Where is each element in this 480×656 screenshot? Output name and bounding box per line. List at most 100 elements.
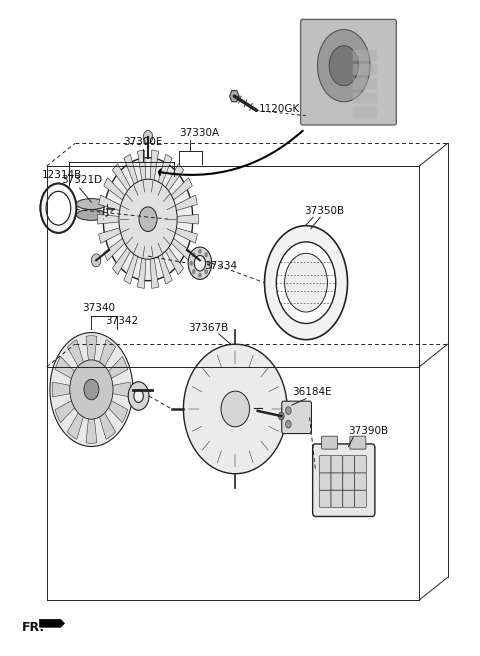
FancyBboxPatch shape (282, 401, 312, 434)
Circle shape (40, 184, 76, 233)
FancyBboxPatch shape (300, 20, 396, 125)
Text: 37321D: 37321D (61, 175, 102, 185)
Circle shape (46, 192, 71, 225)
FancyBboxPatch shape (319, 490, 331, 507)
FancyBboxPatch shape (353, 107, 377, 118)
Circle shape (286, 407, 291, 415)
Text: 37330A: 37330A (179, 128, 219, 138)
Wedge shape (91, 340, 116, 390)
Wedge shape (52, 382, 91, 397)
Circle shape (128, 382, 149, 410)
Circle shape (276, 242, 336, 323)
FancyBboxPatch shape (319, 455, 331, 473)
Wedge shape (148, 195, 197, 219)
Wedge shape (148, 164, 184, 219)
FancyBboxPatch shape (353, 64, 377, 75)
Circle shape (188, 247, 212, 279)
FancyBboxPatch shape (343, 455, 355, 473)
Circle shape (278, 412, 284, 420)
Wedge shape (112, 164, 148, 219)
FancyBboxPatch shape (355, 490, 366, 507)
Wedge shape (91, 390, 116, 440)
FancyBboxPatch shape (343, 473, 355, 490)
FancyBboxPatch shape (331, 455, 343, 473)
Wedge shape (148, 219, 159, 288)
Circle shape (198, 273, 202, 277)
Ellipse shape (76, 199, 107, 209)
Circle shape (134, 390, 144, 403)
Circle shape (189, 260, 193, 266)
Wedge shape (148, 150, 159, 219)
Text: 37350B: 37350B (304, 206, 344, 216)
Circle shape (192, 269, 196, 274)
Polygon shape (39, 619, 64, 627)
FancyBboxPatch shape (322, 436, 337, 449)
Wedge shape (97, 215, 148, 224)
Circle shape (204, 252, 208, 257)
Ellipse shape (183, 344, 287, 474)
Polygon shape (229, 91, 239, 102)
Circle shape (91, 254, 101, 267)
Wedge shape (104, 219, 148, 260)
Circle shape (198, 249, 202, 254)
Circle shape (329, 46, 359, 86)
Circle shape (194, 255, 205, 271)
Wedge shape (86, 336, 97, 390)
Circle shape (285, 253, 327, 312)
FancyBboxPatch shape (353, 92, 377, 104)
FancyBboxPatch shape (355, 455, 366, 473)
Circle shape (192, 252, 196, 257)
Wedge shape (55, 356, 91, 390)
FancyBboxPatch shape (312, 444, 375, 516)
Wedge shape (148, 178, 192, 219)
Text: 36184E: 36184E (292, 387, 332, 398)
Wedge shape (124, 154, 148, 219)
Text: 37334: 37334 (204, 262, 238, 272)
FancyBboxPatch shape (343, 490, 355, 507)
Wedge shape (148, 219, 184, 275)
Wedge shape (86, 390, 97, 443)
Wedge shape (137, 219, 148, 288)
Ellipse shape (76, 209, 107, 220)
Wedge shape (148, 219, 197, 243)
FancyBboxPatch shape (331, 473, 343, 490)
Wedge shape (99, 195, 148, 219)
Wedge shape (99, 219, 148, 243)
Text: 1120GK: 1120GK (259, 104, 300, 114)
Text: 37390B: 37390B (348, 426, 389, 436)
Circle shape (264, 226, 348, 340)
Circle shape (207, 260, 211, 266)
Text: 37367B: 37367B (188, 323, 228, 333)
Text: 37340: 37340 (82, 303, 115, 313)
Circle shape (204, 269, 208, 274)
Wedge shape (148, 219, 192, 260)
Text: FR.: FR. (22, 621, 45, 634)
Circle shape (144, 131, 153, 144)
Circle shape (119, 179, 177, 259)
Wedge shape (55, 390, 91, 422)
Circle shape (317, 30, 370, 102)
Circle shape (84, 379, 99, 400)
Wedge shape (104, 178, 148, 219)
FancyBboxPatch shape (350, 436, 366, 449)
Circle shape (286, 420, 291, 428)
FancyBboxPatch shape (355, 473, 366, 490)
Wedge shape (148, 154, 172, 219)
Ellipse shape (221, 391, 250, 427)
Wedge shape (148, 219, 172, 284)
Wedge shape (91, 382, 131, 397)
Circle shape (103, 157, 193, 281)
Text: 37300E: 37300E (124, 136, 163, 147)
FancyBboxPatch shape (353, 50, 377, 61)
Wedge shape (112, 219, 148, 275)
Wedge shape (91, 356, 128, 390)
FancyBboxPatch shape (319, 473, 331, 490)
Text: 37342: 37342 (106, 316, 139, 326)
FancyBboxPatch shape (353, 78, 377, 89)
Circle shape (139, 207, 157, 232)
Wedge shape (137, 150, 148, 219)
Text: 12314B: 12314B (42, 171, 82, 180)
FancyBboxPatch shape (331, 490, 343, 507)
Circle shape (195, 254, 204, 267)
Wedge shape (124, 219, 148, 284)
